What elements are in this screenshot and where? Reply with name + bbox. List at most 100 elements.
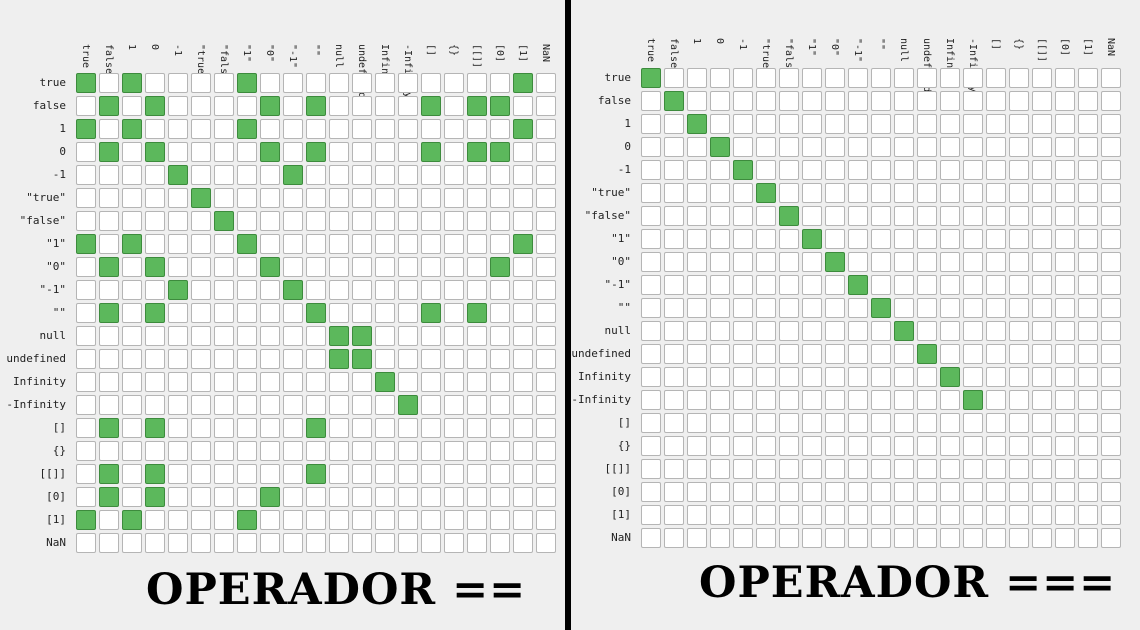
equal-cell	[894, 321, 914, 341]
not-equal-cell	[756, 275, 776, 295]
not-equal-cell	[963, 528, 983, 548]
not-equal-cell	[168, 142, 188, 162]
not-equal-cell	[963, 413, 983, 433]
not-equal-cell	[421, 441, 441, 461]
not-equal-cell	[352, 303, 372, 323]
not-equal-cell	[122, 280, 142, 300]
equal-cell	[260, 142, 280, 162]
not-equal-cell	[710, 298, 730, 318]
not-equal-cell	[490, 165, 510, 185]
not-equal-cell	[329, 280, 349, 300]
not-equal-cell	[352, 395, 372, 415]
not-equal-cell	[940, 206, 960, 226]
equal-cell	[306, 303, 326, 323]
not-equal-cell	[848, 367, 868, 387]
not-equal-cell	[444, 418, 464, 438]
not-equal-cell	[664, 367, 684, 387]
not-equal-cell	[756, 298, 776, 318]
not-equal-cell	[513, 487, 533, 507]
not-equal-cell	[76, 349, 96, 369]
not-equal-cell	[871, 436, 891, 456]
not-equal-cell	[421, 487, 441, 507]
not-equal-cell	[664, 413, 684, 433]
not-equal-cell	[779, 528, 799, 548]
not-equal-cell	[1032, 298, 1052, 318]
not-equal-cell	[940, 183, 960, 203]
not-equal-cell	[641, 91, 661, 111]
equal-cell	[99, 96, 119, 116]
loose-column-header: -1	[172, 44, 183, 57]
not-equal-cell	[352, 510, 372, 530]
not-equal-cell	[467, 418, 487, 438]
not-equal-cell	[214, 395, 234, 415]
not-equal-cell	[191, 510, 211, 530]
not-equal-cell	[168, 487, 188, 507]
not-equal-cell	[260, 303, 280, 323]
not-equal-cell	[1078, 436, 1098, 456]
equal-cell	[145, 418, 165, 438]
not-equal-cell	[802, 68, 822, 88]
equal-cell	[825, 252, 845, 272]
not-equal-cell	[641, 252, 661, 272]
equal-cell	[168, 165, 188, 185]
not-equal-cell	[168, 372, 188, 392]
equal-cell	[76, 73, 96, 93]
not-equal-cell	[375, 418, 395, 438]
not-equal-cell	[536, 464, 556, 484]
not-equal-cell	[76, 487, 96, 507]
not-equal-cell	[733, 459, 753, 479]
not-equal-cell	[848, 390, 868, 410]
not-equal-cell	[1009, 436, 1029, 456]
not-equal-cell	[917, 528, 937, 548]
not-equal-cell	[536, 142, 556, 162]
not-equal-cell	[237, 441, 257, 461]
not-equal-cell	[375, 326, 395, 346]
not-equal-cell	[825, 275, 845, 295]
not-equal-cell	[513, 165, 533, 185]
not-equal-cell	[779, 68, 799, 88]
not-equal-cell	[1055, 114, 1075, 134]
not-equal-cell	[1101, 298, 1121, 318]
equal-cell	[283, 165, 303, 185]
not-equal-cell	[375, 280, 395, 300]
not-equal-cell	[191, 234, 211, 254]
equal-cell	[848, 275, 868, 295]
not-equal-cell	[664, 114, 684, 134]
not-equal-cell	[191, 96, 211, 116]
not-equal-cell	[1055, 68, 1075, 88]
not-equal-cell	[191, 372, 211, 392]
not-equal-cell	[710, 229, 730, 249]
not-equal-cell	[917, 252, 937, 272]
not-equal-cell	[536, 119, 556, 139]
not-equal-cell	[940, 505, 960, 525]
not-equal-cell	[237, 188, 257, 208]
not-equal-cell	[214, 280, 234, 300]
not-equal-cell	[99, 510, 119, 530]
not-equal-cell	[76, 188, 96, 208]
not-equal-cell	[260, 533, 280, 553]
not-equal-cell	[421, 73, 441, 93]
not-equal-cell	[398, 487, 418, 507]
not-equal-cell	[871, 206, 891, 226]
equality-table-strict: true true false false 1 1 0 0 -1 -1 "true" "true" "f…	[571, 0, 1140, 630]
not-equal-cell	[802, 183, 822, 203]
not-equal-cell	[871, 114, 891, 134]
not-equal-cell	[214, 487, 234, 507]
not-equal-cell	[122, 257, 142, 277]
not-equal-cell	[191, 487, 211, 507]
not-equal-cell	[329, 372, 349, 392]
not-equal-cell	[122, 533, 142, 553]
not-equal-cell	[664, 390, 684, 410]
not-equal-cell	[283, 533, 303, 553]
not-equal-cell	[145, 533, 165, 553]
not-equal-cell	[848, 505, 868, 525]
not-equal-cell	[779, 321, 799, 341]
not-equal-cell	[145, 73, 165, 93]
not-equal-cell	[733, 390, 753, 410]
not-equal-cell	[375, 96, 395, 116]
not-equal-cell	[963, 344, 983, 364]
not-equal-cell	[467, 510, 487, 530]
not-equal-cell	[687, 183, 707, 203]
not-equal-cell	[940, 68, 960, 88]
not-equal-cell	[536, 395, 556, 415]
